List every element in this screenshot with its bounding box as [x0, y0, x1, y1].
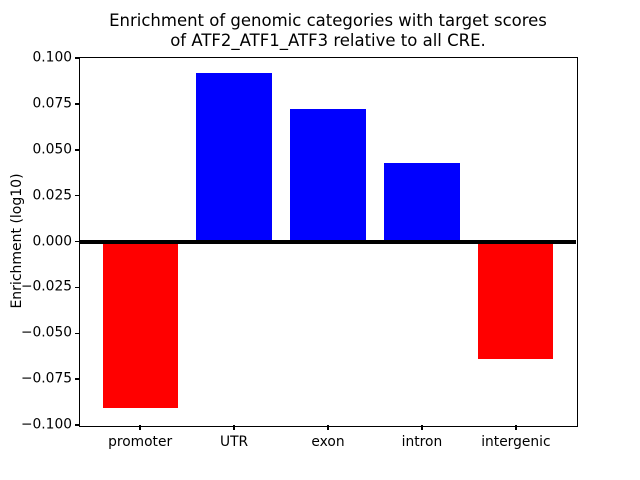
- chart-title: Enrichment of genomic categories with ta…: [80, 11, 576, 51]
- x-axis-tick: [233, 425, 235, 430]
- y-axis-tick: [75, 103, 80, 105]
- y-axis-tick-label: −0.050: [20, 324, 72, 341]
- y-axis-tick: [75, 57, 80, 59]
- bar-promoter: [102, 241, 178, 409]
- y-axis-tick: [75, 194, 80, 197]
- x-axis-tick-label: promoter: [108, 434, 173, 450]
- y-axis-tick-label: −0.100: [20, 416, 72, 433]
- bar-exon: [290, 109, 366, 242]
- x-axis-tick-label: intergenic: [481, 434, 551, 450]
- y-axis-tick-label: 0.050: [32, 141, 73, 158]
- x-axis-tick: [139, 425, 141, 430]
- y-axis-tick: [75, 286, 80, 289]
- y-axis-tick-label: 0.000: [32, 233, 73, 250]
- y-axis-tick: [75, 149, 80, 151]
- x-axis-tick: [515, 425, 517, 430]
- bar-intron: [384, 162, 460, 242]
- x-axis-tick-label: UTR: [219, 434, 249, 450]
- y-axis-tick: [75, 424, 80, 426]
- y-axis-tick-label: −0.025: [20, 279, 72, 296]
- x-axis-tick: [421, 425, 423, 430]
- x-axis-tick-label: exon: [311, 434, 345, 450]
- x-axis-tick: [327, 425, 329, 430]
- zero-line: [80, 239, 576, 244]
- y-axis-tick-label: −0.075: [20, 370, 72, 387]
- x-axis-tick-label: intron: [401, 434, 443, 450]
- bar-intergenic: [478, 241, 554, 359]
- bar-UTR: [196, 72, 272, 242]
- y-axis-tick-label: 0.025: [32, 187, 73, 204]
- y-axis-tick-label: 0.075: [32, 95, 73, 112]
- y-axis-tick: [75, 332, 80, 334]
- chart-title-line-2: of ATF2_ATF1_ATF3 relative to all CRE.: [170, 31, 486, 50]
- chart-title-line-1: Enrichment of genomic categories with ta…: [109, 11, 547, 30]
- y-axis-tick: [75, 240, 80, 243]
- y-axis-tick-label: 0.100: [32, 49, 73, 66]
- y-axis-tick: [75, 378, 80, 380]
